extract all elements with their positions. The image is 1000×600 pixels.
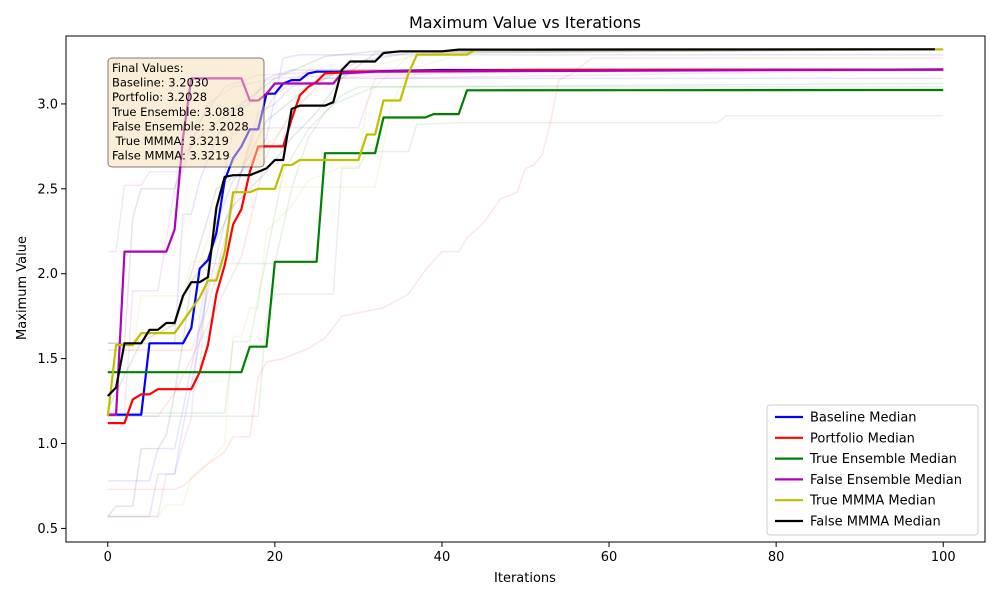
background-run-line <box>107 69 944 491</box>
y-tick-label: 2.0 <box>37 267 58 282</box>
legend-label: True Ensemble Median <box>809 452 957 467</box>
x-axis-label: Iterations <box>494 571 556 586</box>
background-run-line <box>107 69 944 518</box>
background-run-line <box>107 77 944 482</box>
legend-label: Baseline Median <box>810 411 917 426</box>
y-tick-label: 1.0 <box>37 437 58 452</box>
legend-label: False MMMA Median <box>810 515 941 530</box>
final-value-line: True Ensemble: 3.0818 <box>111 105 244 119</box>
x-tick-label: 0 <box>104 550 112 565</box>
legend: Baseline Median Portfolio Median True Ense… <box>766 404 979 536</box>
final-value-line: Baseline: 3.2030 <box>112 76 209 90</box>
plot-area-frame <box>65 35 986 543</box>
final-values-background <box>107 57 265 168</box>
legend-frame <box>766 404 979 536</box>
final-values-box: Final Values:Baseline: 3.2030Portfolio: … <box>107 57 265 168</box>
background-run-line <box>107 82 944 373</box>
final-value-line: False MMMA: 3.3219 <box>112 149 230 163</box>
y-tick-label: 3.0 <box>37 97 58 112</box>
background-run-line <box>107 69 944 351</box>
y-tick-label: 2.5 <box>37 182 58 197</box>
x-tick-label: 20 <box>267 550 284 565</box>
background-run-line <box>107 86 944 414</box>
false-mmma-median-line <box>107 48 935 397</box>
x-tick-label: 80 <box>768 550 785 565</box>
final-value-line: True MMMA: 3.3219 <box>112 134 229 148</box>
x-tick-label: 100 <box>931 550 956 565</box>
y-axis-label: Maximum Value <box>15 236 30 340</box>
true-ensemble-median-line <box>107 88 944 374</box>
legend-label: False Ensemble Median <box>810 473 962 488</box>
x-tick-label: 60 <box>601 550 618 565</box>
background-run-line <box>107 48 944 518</box>
axis-ticks: 0 20 40 60 80 100 0.5 1.0 1.5 2.0 2.5 3.0 <box>37 97 955 565</box>
chart-title: Maximum Value vs Iterations <box>409 13 641 32</box>
true-mmma-median-line <box>106 48 944 417</box>
legend-label: Portfolio Median <box>810 431 915 446</box>
y-tick-label: 1.5 <box>37 352 58 367</box>
final-value-line: Portfolio: 3.2028 <box>112 90 207 104</box>
background-run-line <box>107 48 944 410</box>
background-run-line <box>107 53 944 518</box>
portfolio-median-line <box>107 68 944 425</box>
legend-label: True MMMA Median <box>809 494 936 509</box>
final-value-line: False Ensemble: 3.2028 <box>112 119 249 133</box>
x-tick-label: 40 <box>434 550 451 565</box>
y-tick-label: 0.5 <box>37 522 58 537</box>
final-value-line: Final Values: <box>112 61 184 75</box>
